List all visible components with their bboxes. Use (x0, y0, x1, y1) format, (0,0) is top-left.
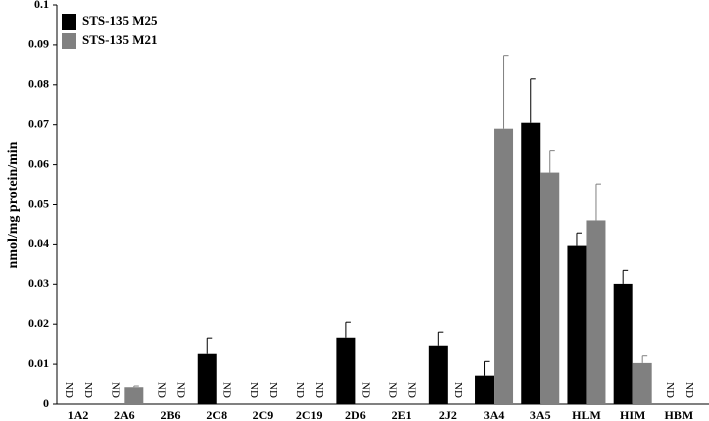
x-tick-label: 3A5 (530, 408, 551, 421)
nd-label: ND (313, 382, 325, 398)
nd-label: ND (175, 382, 187, 398)
bar (521, 122, 541, 404)
nd-label: ND (221, 382, 233, 398)
nd-label: ND (683, 382, 695, 398)
nd-label: ND (109, 382, 121, 398)
y-tick-label: 0.02 (28, 316, 49, 330)
y-axis-label: nmol/mg protein/min (6, 141, 21, 268)
x-tick-label: 1A2 (68, 408, 89, 421)
nd-label: ND (452, 382, 464, 398)
bar (124, 387, 144, 404)
nd-label: ND (387, 382, 399, 398)
legend-label: STS-135 M25 (82, 13, 158, 28)
nd-label: ND (294, 382, 306, 398)
nd-label: ND (248, 382, 260, 398)
y-tick-label: 0.04 (28, 236, 49, 250)
legend-swatch (62, 33, 76, 49)
legend-label: STS-135 M21 (82, 32, 157, 47)
bar (586, 220, 606, 404)
x-tick-label: 2B6 (161, 408, 181, 421)
y-tick-label: 0.01 (28, 356, 49, 370)
bar (613, 283, 633, 404)
x-tick-label: 2A6 (114, 408, 135, 421)
bar (567, 245, 587, 404)
y-tick-label: 0.05 (28, 196, 49, 210)
y-tick-label: 0.06 (28, 156, 49, 170)
nd-label: ND (359, 382, 371, 398)
bar (336, 337, 356, 404)
nd-label: ND (63, 382, 75, 398)
x-tick-label: 2D6 (345, 408, 366, 421)
nd-label: ND (82, 382, 94, 398)
x-tick-label: HIM (620, 408, 645, 421)
nd-label: ND (267, 382, 279, 398)
y-tick-label: 0.07 (28, 116, 49, 130)
y-tick-label: 0.08 (28, 77, 49, 91)
bar (540, 172, 560, 404)
nd-label: ND (664, 382, 676, 398)
bar (494, 128, 514, 404)
legend-swatch (62, 14, 76, 30)
x-tick-label: 2J2 (439, 408, 457, 421)
y-tick-label: 0.03 (28, 276, 49, 290)
x-tick-label: 3A4 (484, 408, 505, 421)
bar (428, 345, 448, 404)
x-tick-label: HBM (665, 408, 694, 421)
y-tick-label: 0 (43, 396, 49, 410)
bar (632, 362, 652, 404)
x-tick-label: 2C8 (206, 408, 227, 421)
nd-label: ND (406, 382, 418, 398)
bar (197, 353, 217, 404)
y-tick-label: 0.09 (28, 37, 49, 51)
x-tick-label: 2C19 (296, 408, 323, 421)
y-tick-label: 0.1 (34, 0, 49, 11)
x-tick-label: 2E1 (392, 408, 412, 421)
bar (475, 375, 495, 404)
x-tick-label: 2C9 (253, 408, 274, 421)
x-tick-label: HLM (572, 408, 601, 421)
nd-label: ND (156, 382, 168, 398)
